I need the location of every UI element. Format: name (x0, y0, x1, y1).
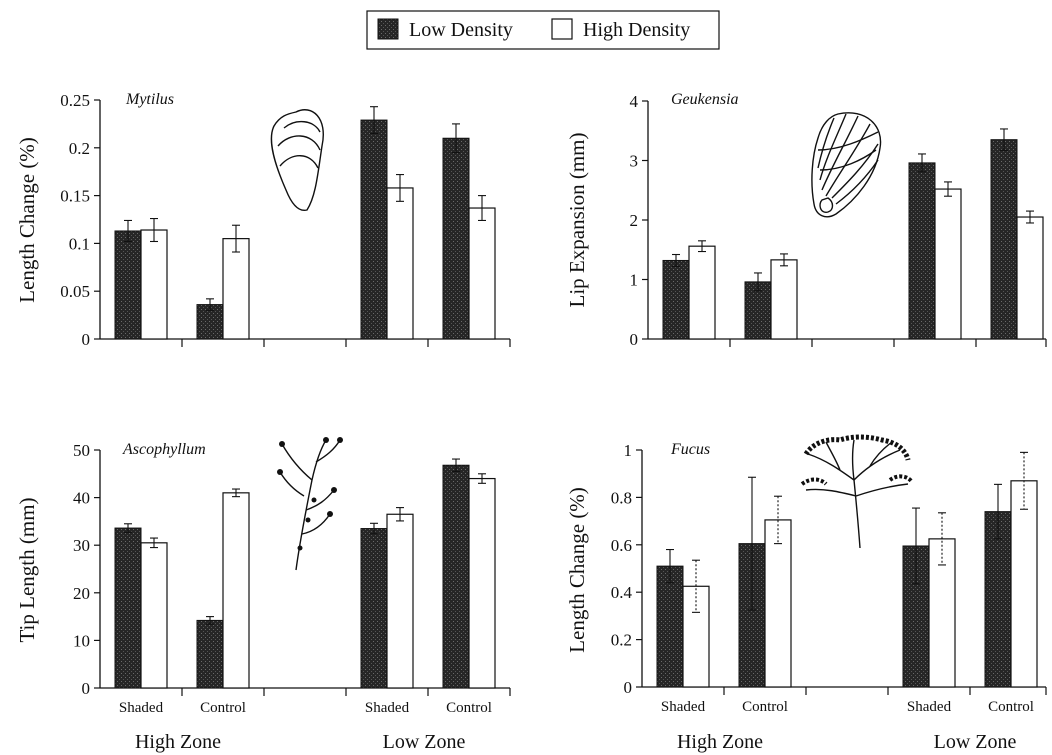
panel-ascophyllum: Tip Length (mm) Ascophyllum 0 10 20 30 40 50 S… (15, 437, 511, 716)
x-category-label: Control (742, 699, 788, 715)
y-tick-label: 0.05 (60, 282, 90, 301)
bar-high-density (386, 187, 414, 340)
zone-label-high-left: High Zone (135, 731, 221, 753)
y-tick-label: 0.1 (69, 234, 90, 253)
x-category-label: Control (200, 700, 246, 716)
bar-high-density (222, 492, 250, 689)
y-tick-label: 0.25 (60, 91, 90, 110)
bar-low-density (360, 528, 388, 689)
panel-title: Geukensia (671, 91, 739, 108)
y-tick-label: 40 (73, 489, 90, 508)
bar-high-density (468, 207, 496, 340)
bar-low-density (114, 527, 142, 689)
panel-geukensia: Lip Expansion (mm) Geukensia 0 1 2 3 4 (565, 91, 1047, 349)
panel-title: Ascophyllum (122, 441, 206, 458)
y-tick-label: 30 (73, 536, 90, 555)
panel-mytilus: Length Change (%) Mytilus 0 0.05 0.1 0.15 0.… (15, 91, 511, 349)
y-tick-label: 0.8 (611, 488, 632, 507)
x-category-label: Control (446, 700, 492, 716)
y-tick-label: 20 (73, 584, 90, 603)
bar-high-density (934, 188, 962, 340)
zone-label-low-right: Low Zone (934, 731, 1017, 753)
y-tick-label: 50 (73, 441, 90, 460)
y-tick-label: 0.6 (611, 536, 632, 555)
bar-high-density (468, 477, 496, 689)
legend: Low Density High Density (366, 10, 720, 50)
seaweed-icon (277, 437, 343, 571)
y-tick-label: 0 (82, 679, 91, 698)
y-tick-label: 0.15 (60, 187, 90, 206)
legend-label-low: Low Density (409, 19, 513, 41)
bar-high-density (140, 542, 168, 689)
bar-low-density (442, 464, 470, 689)
ribbed-mussel-shell-icon (811, 112, 882, 218)
bar-low-density (990, 139, 1018, 340)
y-tick-label: 3 (630, 152, 639, 171)
x-category-label: Shaded (365, 700, 410, 716)
seaweed-icon (800, 434, 914, 549)
y-tick-label: 4 (630, 92, 639, 111)
legend-swatch-low (377, 18, 399, 40)
y-tick-label: 0.2 (69, 139, 90, 158)
y-axis-label: Lip Expansion (mm) (565, 133, 589, 308)
mussel-shell-icon (270, 109, 324, 212)
y-tick-label: 10 (73, 631, 90, 650)
bar-high-density (928, 538, 956, 688)
y-tick-label: 2 (630, 211, 639, 230)
bar-low-density (442, 137, 470, 340)
legend-frame (366, 10, 720, 50)
bar-high-density (1010, 480, 1038, 688)
bar-high-density (222, 238, 250, 340)
y-tick-label: 0 (82, 330, 91, 349)
bar-low-density (908, 162, 936, 340)
bar-high-density (764, 519, 792, 688)
panel-fucus: Length Change (%) Fucus 0 0.2 0.4 0.6 0.8 1 Sh… (565, 434, 1047, 715)
y-tick-label: 0.4 (611, 583, 633, 602)
x-category-label: Shaded (661, 699, 706, 715)
y-axis-label: Length Change (%) (15, 137, 39, 303)
legend-label-high: High Density (583, 19, 690, 41)
x-category-label: Shaded (119, 700, 164, 716)
x-category-label: Control (988, 699, 1034, 715)
y-tick-label: 0 (624, 678, 633, 697)
bar-low-density (744, 281, 772, 340)
x-category-label: Shaded (907, 699, 952, 715)
bar-high-density (140, 229, 168, 340)
y-axis-label: Tip Length (mm) (15, 497, 39, 642)
y-tick-label: 0 (630, 330, 639, 349)
y-axis-label: Length Change (%) (565, 487, 589, 653)
bar-low-density (360, 119, 388, 340)
panel-title: Mytilus (125, 91, 174, 108)
bar-high-density (1016, 216, 1044, 340)
zone-label-high-right: High Zone (677, 731, 763, 753)
bar-low-density (656, 565, 684, 688)
legend-swatch-high (551, 18, 573, 40)
bar-high-density (386, 513, 414, 689)
bar-low-density (196, 619, 224, 689)
bar-low-density (662, 259, 690, 340)
y-tick-label: 0.2 (611, 631, 632, 650)
zone-label-low-left: Low Zone (383, 731, 466, 753)
bar-low-density (114, 230, 142, 340)
y-tick-label: 1 (630, 271, 639, 290)
panel-title: Fucus (670, 441, 710, 458)
bar-high-density (682, 585, 710, 688)
bar-high-density (688, 245, 716, 340)
y-tick-label: 1 (624, 441, 633, 460)
bar-high-density (770, 259, 798, 340)
